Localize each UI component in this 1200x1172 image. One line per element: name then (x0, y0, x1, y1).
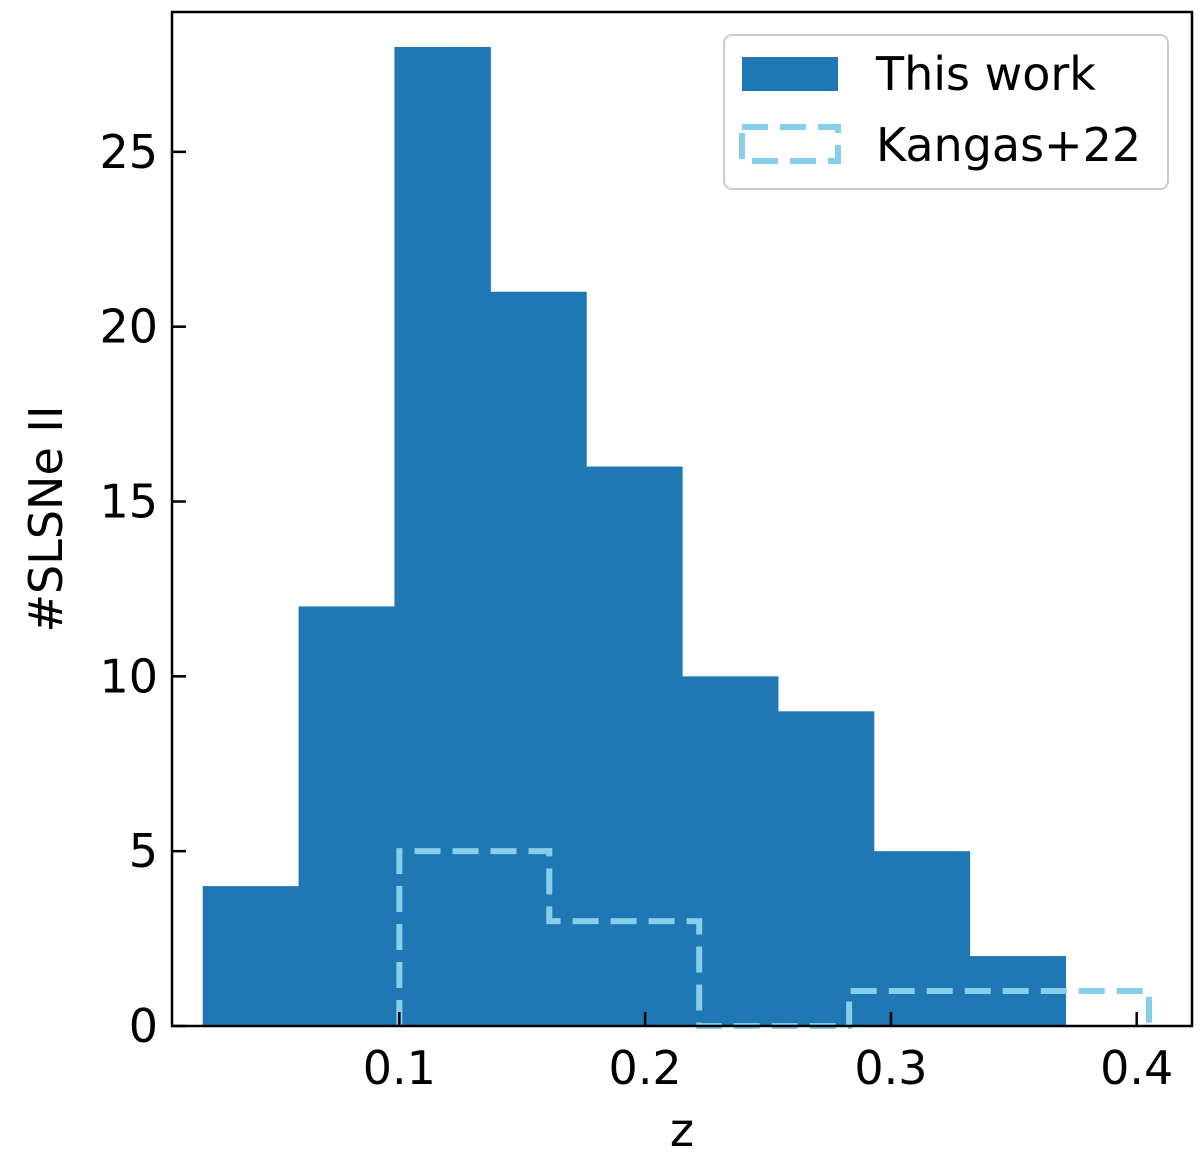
y-tick-label: 25 (99, 125, 158, 179)
x-axis-label: z (670, 1103, 694, 1157)
bar-this-work-2 (394, 46, 491, 1027)
y-tick-label: 10 (99, 649, 158, 703)
y-tick-label: 5 (129, 824, 158, 878)
x-tick-label: 0.3 (854, 1041, 927, 1095)
this-work-bars (202, 46, 1067, 1027)
legend-swatch-this-work (742, 57, 838, 91)
legend: This work Kangas+22 (723, 34, 1169, 190)
y-tick-label: 15 (99, 475, 158, 529)
y-axis-ticks: 0 5 10 15 20 25 (99, 125, 186, 1053)
legend-swatch-kangas (739, 124, 841, 164)
bar-this-work-5 (682, 676, 779, 1026)
plot-frame (170, 10, 1194, 1028)
bar-this-work-3 (490, 291, 587, 1027)
legend-label-this-work: This work (875, 47, 1096, 101)
y-tick-label: 20 (99, 300, 158, 354)
x-tick-label: 0.1 (363, 1041, 436, 1095)
x-tick-label: 0.4 (1100, 1041, 1173, 1095)
y-tick-label: 0 (129, 999, 158, 1053)
x-axis-ticks: 0.1 0.2 0.3 0.4 (363, 1012, 1173, 1095)
bar-this-work-7 (873, 851, 971, 1026)
bar-this-work-4 (586, 466, 683, 1026)
bar-this-work-0 (202, 886, 300, 1026)
y-axis-label: #SLSNe II (19, 405, 73, 632)
x-tick-label: 0.2 (609, 1041, 682, 1095)
bar-this-work-6 (777, 711, 875, 1026)
legend-label-kangas: Kangas+22 (876, 118, 1141, 172)
bar-this-work-1 (298, 606, 396, 1026)
